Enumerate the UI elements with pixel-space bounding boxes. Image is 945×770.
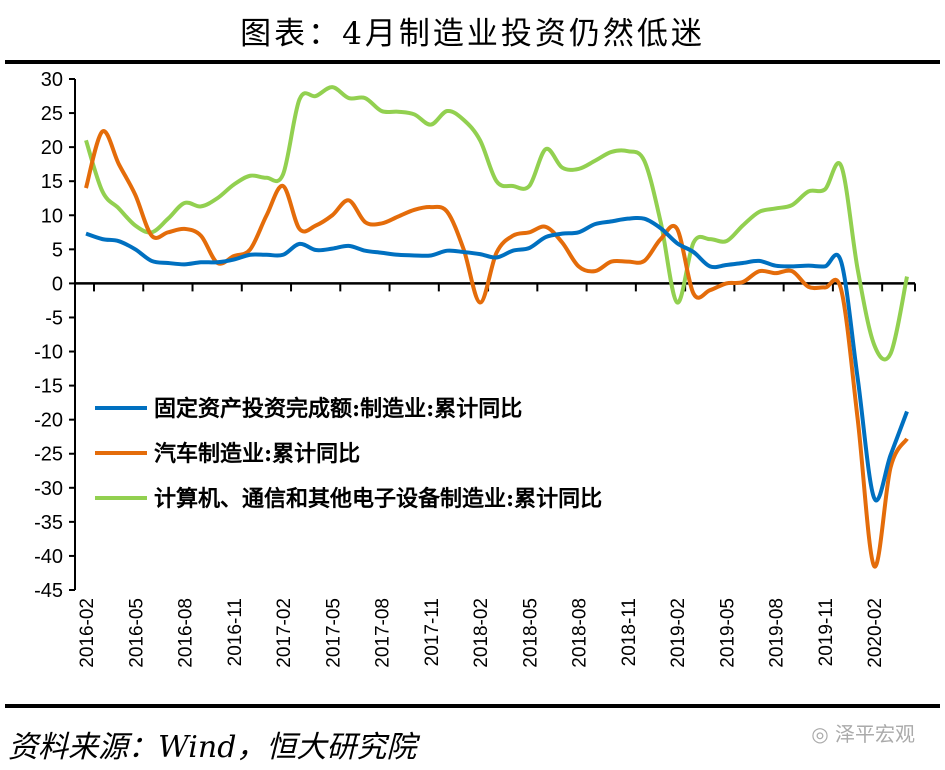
- y-tick-label: 5: [52, 239, 63, 261]
- watermark: ◎ 泽平宏观: [811, 718, 915, 747]
- x-tick-label: 2018-08: [570, 598, 591, 668]
- y-tick-label: -10: [34, 342, 63, 364]
- x-tick-label: 2016-02: [77, 598, 98, 668]
- y-tick-label: 25: [41, 103, 63, 125]
- x-tick-label: 2020-02: [865, 598, 886, 668]
- x-tick-label: 2019-08: [767, 598, 788, 668]
- y-tick-label: 0: [52, 273, 63, 295]
- y-tick-label: -45: [34, 580, 63, 602]
- x-tick-label: 2016-11: [225, 598, 246, 666]
- y-tick-label: 30: [41, 69, 63, 91]
- x-tick-label: 2017-08: [373, 598, 394, 668]
- legend-label: 汽车制造业:累计同比: [154, 441, 360, 467]
- y-tick-label: 10: [41, 205, 63, 227]
- x-tick-label: 2018-11: [619, 598, 640, 666]
- y-tick-label: -15: [34, 376, 63, 398]
- bottom-divider: [5, 704, 940, 708]
- y-tick-label: -20: [34, 410, 63, 432]
- legend-label: 固定资产投资完成额:制造业:累计同比: [154, 396, 522, 422]
- x-tick-label: 2016-05: [126, 598, 147, 668]
- x-tick-label: 2017-02: [274, 598, 295, 668]
- y-tick-label: -30: [34, 478, 63, 500]
- x-tick-label: 2019-05: [717, 598, 738, 668]
- legend-label: 计算机、通信和其他电子设备制造业:累计同比: [154, 486, 602, 512]
- x-tick-label: 2018-05: [520, 598, 541, 668]
- x-tick-label: 2016-08: [176, 598, 197, 668]
- top-divider: [5, 60, 940, 64]
- source-note: 资料来源：Wind，恒大研究院: [8, 730, 417, 765]
- x-tick-label: 2019-11: [816, 598, 837, 666]
- y-tick-label: 20: [41, 137, 63, 159]
- wechat-icon: ◎: [811, 722, 829, 746]
- y-tick-label: 15: [41, 171, 63, 193]
- x-tick-label: 2019-02: [668, 598, 689, 668]
- x-tick-label: 2017-05: [323, 598, 344, 668]
- y-tick-label: -5: [45, 307, 63, 329]
- watermark-text: 泽平宏观: [835, 722, 915, 746]
- y-tick-label: -35: [34, 512, 63, 534]
- x-tick-label: 2018-02: [471, 598, 492, 668]
- y-tick-label: -25: [34, 444, 63, 466]
- series-line-0: [85, 215, 909, 503]
- chart-title: 图表：4月制造业投资仍然低迷: [240, 16, 705, 52]
- series-line-2: [84, 85, 909, 362]
- y-tick-label: -40: [34, 546, 63, 568]
- x-tick-label: 2017-11: [422, 598, 443, 666]
